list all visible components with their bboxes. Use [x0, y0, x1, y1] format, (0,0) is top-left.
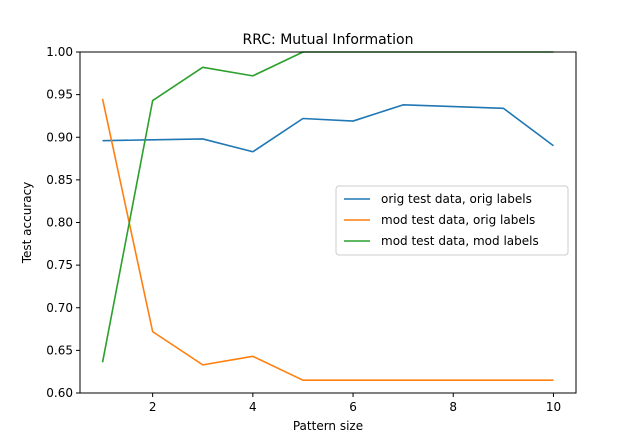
x-tick-label: 2	[149, 400, 157, 414]
y-tick-label: 0.85	[46, 173, 73, 187]
series-line	[101, 98, 554, 382]
y-axis-ticks: 0.60 0.65 0.70 0.75 0.80 0.85 0.90 0.95 1.00	[46, 45, 80, 400]
y-tick-label: 0.95	[46, 88, 73, 102]
y-axis-label: Test accuracy	[20, 182, 34, 265]
series-line	[102, 104, 554, 153]
y-tick-label: 0.75	[46, 258, 73, 272]
x-tick-label: 8	[449, 400, 457, 414]
x-tick-label: 10	[546, 400, 561, 414]
x-tick-label: 6	[349, 400, 357, 414]
y-tick-label: 0.65	[46, 343, 73, 357]
legend-frame	[335, 185, 569, 256]
y-tick-label: 0.70	[46, 301, 73, 315]
y-tick-label: 1.00	[46, 45, 73, 59]
legend-label: orig test data, orig labels	[381, 192, 532, 206]
legend: orig test data, orig labels mod test data…	[335, 185, 569, 256]
chart-title: RRC: Mutual Information	[243, 32, 414, 48]
y-tick-label: 0.90	[46, 130, 73, 144]
y-tick-label: 0.60	[46, 386, 73, 400]
legend-label: mod test data, orig labels	[381, 213, 535, 227]
x-tick-label: 4	[249, 400, 257, 414]
x-axis-label: Pattern size	[293, 419, 363, 433]
x-axis-ticks: 2 4 6 8 10	[149, 393, 561, 414]
legend-label: mod test data, mod labels	[381, 234, 539, 248]
y-tick-label: 0.80	[46, 216, 73, 230]
